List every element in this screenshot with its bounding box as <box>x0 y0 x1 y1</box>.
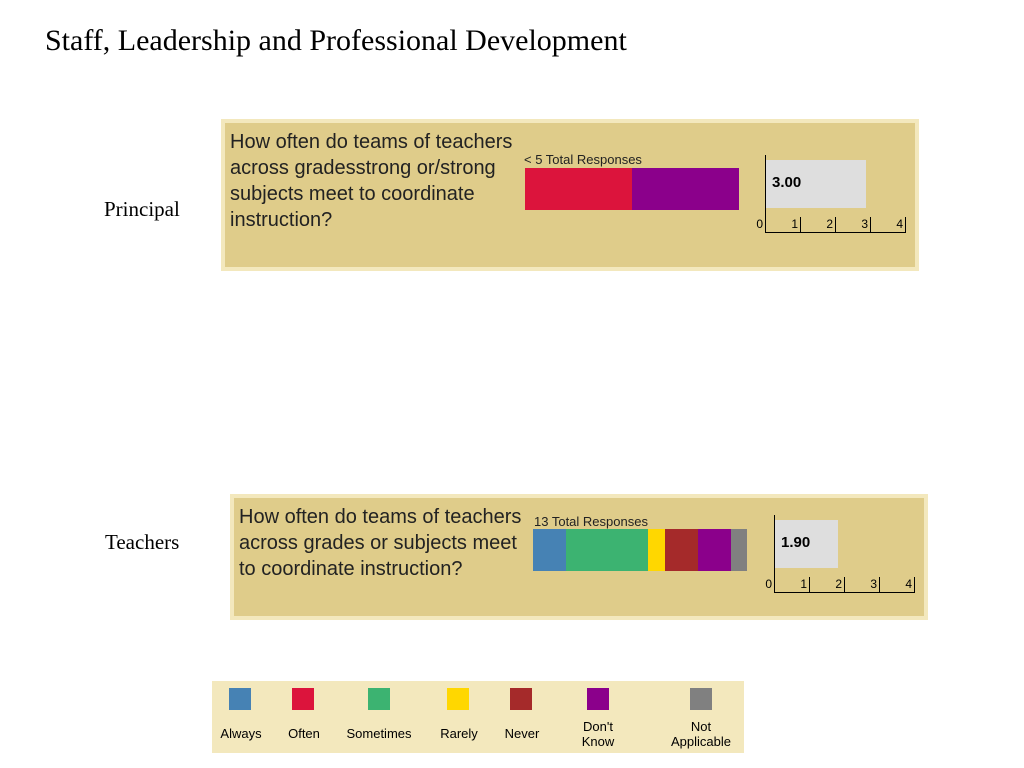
x-tick-mark <box>800 217 801 232</box>
x-tick-label: 0 <box>756 217 763 231</box>
x-axis-line <box>765 232 906 233</box>
legend-swatch <box>229 688 251 710</box>
legend-swatch <box>292 688 314 710</box>
x-tick-label: 0 <box>765 577 772 591</box>
question-text: How often do teams of teachers across gr… <box>230 131 513 231</box>
bar-segment-sometimes <box>565 529 649 571</box>
x-tick-label: 1 <box>791 217 798 231</box>
x-tick-mark <box>905 217 906 232</box>
x-tick-label: 3 <box>861 217 868 231</box>
legend-label: Don't Know <box>581 719 615 749</box>
stacked-response-bar <box>525 168 739 210</box>
x-tick-label: 3 <box>870 577 877 591</box>
legend-label: Sometimes <box>346 726 412 741</box>
principal-question-panel: How often do teams of teachers across gr… <box>221 119 919 271</box>
legend-label: Not Applicable <box>671 719 731 749</box>
question-text: How often do teams of teachers across gr… <box>239 506 522 580</box>
stacked-response-bar <box>533 529 748 571</box>
legend-item-rarely: Rarely <box>212 681 744 753</box>
mean-score-chart: 3.00 0 1 2 3 4 <box>756 155 926 245</box>
mean-score-bar: 3.00 <box>766 160 866 208</box>
legend-swatch <box>510 688 532 710</box>
legend-item-often: Often <box>212 681 744 753</box>
x-tick-mark <box>879 577 880 592</box>
teachers-question-panel: How often do teams of teachers across gr… <box>230 494 928 620</box>
x-tick-label: 2 <box>826 217 833 231</box>
legend-item-never: Never <box>212 681 744 753</box>
chart-legend: Always Often Sometimes Rarely Never Don't Kno… <box>212 681 744 753</box>
row-label-teachers: Teachers <box>105 530 180 554</box>
legend-label: Always <box>220 726 262 741</box>
mean-score-label: 3.00 <box>772 174 802 191</box>
x-tick-label: 1 <box>800 577 807 591</box>
bar-segment-never <box>664 529 698 571</box>
x-tick-mark <box>765 217 766 232</box>
legend-item-always: Always <box>212 681 744 753</box>
legend-swatch <box>368 688 390 710</box>
x-tick-mark <box>914 577 915 592</box>
row-label-principal: Principal <box>104 197 180 221</box>
x-tick-mark <box>835 217 836 232</box>
bar-segment-don-t-know <box>632 168 739 210</box>
x-tick-mark <box>774 577 775 592</box>
mean-score-label: 1.90 <box>781 534 811 551</box>
page-title: Staff, Leadership and Professional Devel… <box>45 24 627 57</box>
bar-segment-always <box>533 529 566 571</box>
bar-segment-often <box>525 168 632 210</box>
legend-swatch <box>447 688 469 710</box>
mean-score-chart: 1.90 0 1 2 3 4 <box>765 515 935 605</box>
x-tick-mark <box>809 577 810 592</box>
total-responses-label: 13 Total Responses <box>534 514 648 529</box>
legend-label: Never <box>504 726 540 741</box>
y-axis-line <box>774 515 775 593</box>
x-tick-label: 4 <box>905 577 912 591</box>
x-axis-line <box>774 592 915 593</box>
legend-label: Often <box>288 726 320 741</box>
total-responses-label: < 5 Total Responses <box>524 152 642 167</box>
x-tick-label: 4 <box>896 217 903 231</box>
x-tick-mark <box>844 577 845 592</box>
legend-item-sometimes: Sometimes <box>212 681 744 753</box>
legend-swatch <box>690 688 712 710</box>
legend-item-dont-know: Don't Know <box>212 681 744 753</box>
y-axis-line <box>765 155 766 233</box>
x-tick-label: 2 <box>835 577 842 591</box>
legend-swatch <box>587 688 609 710</box>
x-tick-mark <box>870 217 871 232</box>
bar-segment-rarely <box>648 529 665 571</box>
legend-label: Rarely <box>440 726 478 741</box>
legend-item-not-applicable: Not Applicable <box>212 681 744 753</box>
mean-score-bar: 1.90 <box>775 520 838 568</box>
bar-segment-don-t-know <box>697 529 731 571</box>
bar-segment-not-applicable <box>730 529 748 571</box>
